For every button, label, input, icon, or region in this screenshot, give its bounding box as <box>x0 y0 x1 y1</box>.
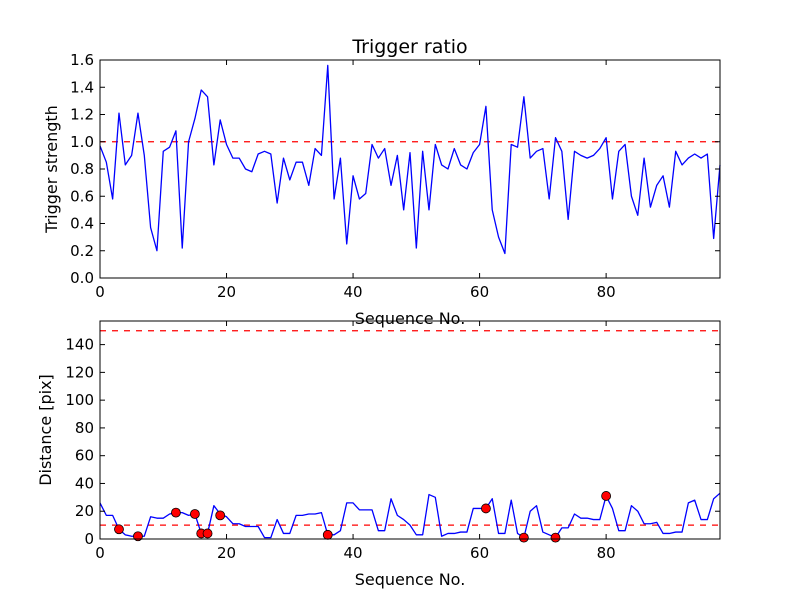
top-x-tick-label: 20 <box>217 283 236 301</box>
bottom-highlight-point <box>601 491 612 501</box>
bottom-highlight-point <box>133 531 143 542</box>
bottom-y-axis-label: Distance [pix] <box>36 374 55 486</box>
trigger-ratio-panel: Trigger ratio Sequence No. Trigger stren… <box>42 36 721 328</box>
top-y-tick-label: 0.2 <box>70 242 94 260</box>
distance-panel: Sequence No. Distance [pix] 0 20 40 60 80 0 20… <box>36 320 721 589</box>
top-x-tick-label: 0 <box>95 283 105 301</box>
bottom-x-tick-label: 0 <box>95 544 105 562</box>
top-y-tick-label: 1.6 <box>70 51 94 69</box>
top-x-tick-label: 60 <box>470 283 489 301</box>
bottom-x-axis-label: Sequence No. <box>355 570 466 589</box>
bottom-highlight-point <box>215 510 226 521</box>
bottom-y-tick-label: 0 <box>84 530 94 548</box>
top-y-tick-label: 0.4 <box>70 215 94 233</box>
top-x-axis-label: Sequence No. <box>355 309 466 328</box>
bottom-y-tick-label: 120 <box>65 363 94 381</box>
bottom-x-tick-label: 40 <box>344 544 363 562</box>
bottom-highlight-point <box>322 529 333 540</box>
top-x-tick-label: 80 <box>597 283 616 301</box>
bottom-y-tick-label: 80 <box>75 419 94 437</box>
top-chart-title: Trigger ratio <box>351 36 467 58</box>
top-y-axis-label: Trigger strength <box>42 105 61 234</box>
bottom-y-tick-label: 20 <box>75 502 94 520</box>
top-series-line <box>99 64 721 255</box>
bottom-highlight-point <box>171 507 181 518</box>
top-y-tick-label: 1.4 <box>70 78 94 96</box>
top-y-tick-label: 1.2 <box>70 106 94 124</box>
bottom-highlight-point <box>189 509 200 519</box>
bottom-highlight-point <box>481 503 491 514</box>
bottom-highlight-point <box>114 524 124 535</box>
bottom-y-tick-label: 100 <box>65 391 94 409</box>
top-y-tick-label: 0.8 <box>70 160 94 178</box>
top-x-tick-label: 40 <box>344 283 363 301</box>
bottom-highlight-point <box>202 528 213 539</box>
bottom-x-tick-label: 60 <box>470 544 489 562</box>
top-y-tick-label: 0.6 <box>70 187 94 205</box>
bottom-x-tick-label: 20 <box>217 544 236 562</box>
top-y-tick-label: 0.0 <box>70 269 94 287</box>
bottom-y-tick-label: 140 <box>65 336 94 354</box>
bottom-highlight-point <box>550 532 561 543</box>
top-y-tick-label: 1.0 <box>70 133 94 151</box>
bottom-highlight-point <box>518 532 529 543</box>
bottom-y-tick-label: 40 <box>75 474 94 492</box>
bottom-x-tick-label: 80 <box>597 544 616 562</box>
bottom-plot-frame <box>99 320 721 540</box>
bottom-y-tick-label: 60 <box>75 447 94 465</box>
